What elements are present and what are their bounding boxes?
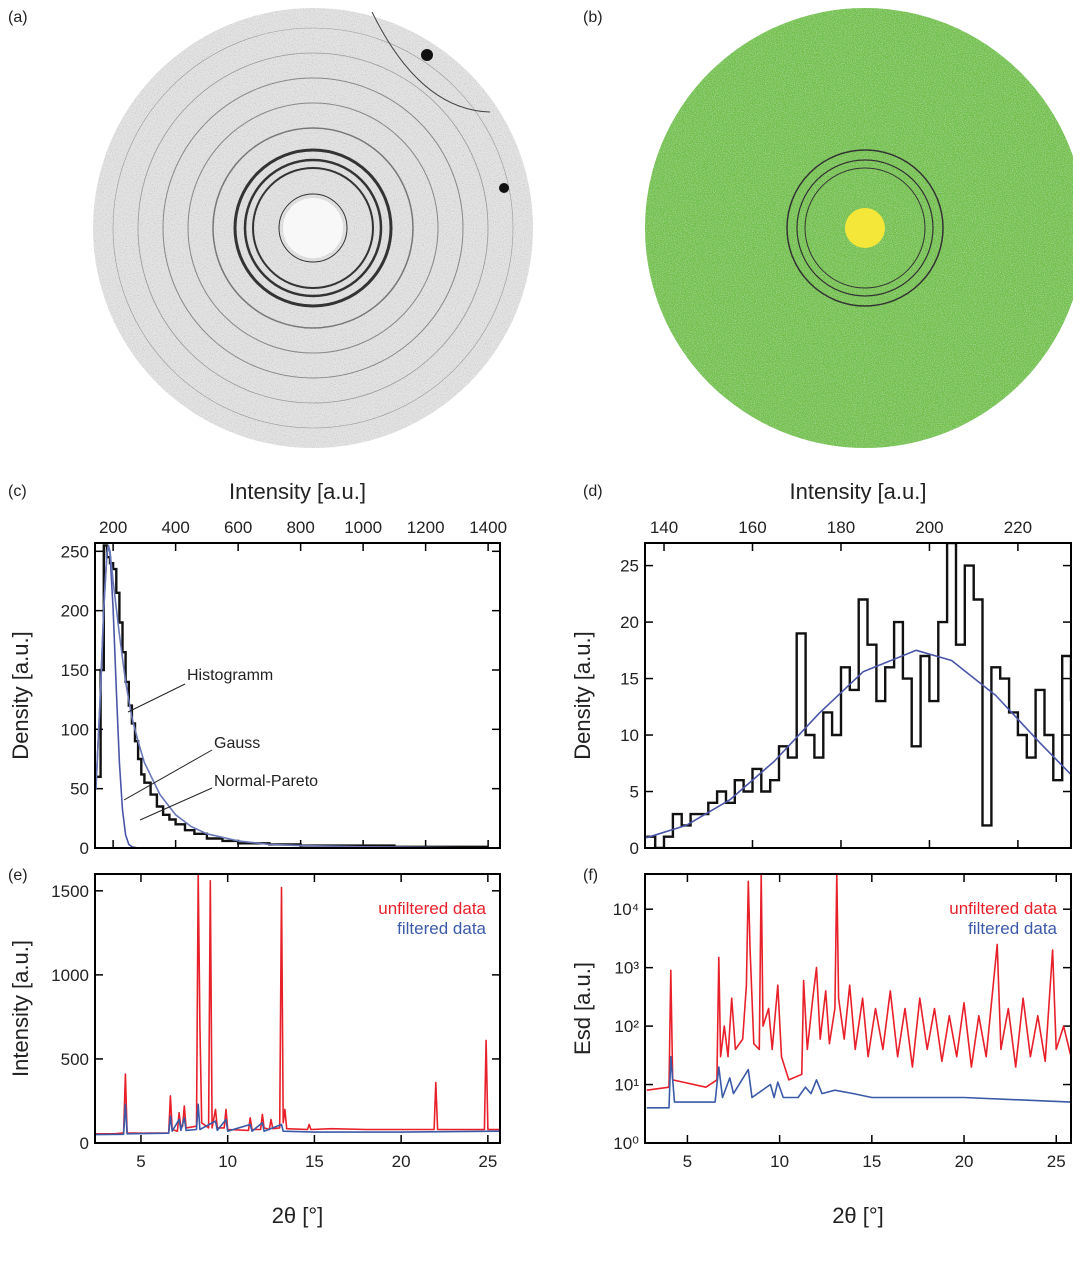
x-tick-label: 220 — [1004, 518, 1032, 537]
legend-label: unfiltered data — [949, 899, 1057, 918]
y-tick-label: 10⁰ — [613, 1134, 639, 1153]
diffraction-image — [93, 8, 533, 448]
y-tick-label: 500 — [61, 1050, 89, 1069]
y-axis-label: Density [a.u.] — [8, 631, 33, 759]
pointer-line — [127, 683, 186, 713]
y-tick-label: 15 — [620, 670, 639, 689]
panel-label: (b) — [583, 9, 603, 26]
plot-frame — [644, 873, 1072, 1144]
panel-label: (a) — [8, 9, 28, 26]
y-tick-label: 25 — [620, 557, 639, 576]
annotation: Histogramm — [187, 667, 273, 684]
x-tick-label: 600 — [224, 518, 252, 537]
x-tick-label: 10 — [770, 1152, 789, 1171]
plot-area — [95, 874, 500, 1136]
y-tick-label: 10³ — [614, 959, 639, 978]
x-tick-label: 200 — [99, 518, 127, 537]
pointer-line — [139, 787, 213, 821]
panel-label: (f) — [583, 867, 598, 884]
x-tick-label: 20 — [955, 1152, 974, 1171]
x-tick-label: 1200 — [407, 518, 445, 537]
y-tick-label: 10¹ — [614, 1076, 639, 1095]
x-tick-label: 10 — [218, 1152, 237, 1171]
x-tick-label: 160 — [738, 518, 766, 537]
y-tick-label: 10 — [620, 726, 639, 745]
legend-label: filtered data — [397, 919, 486, 938]
x-axis-label: Intensity [a.u.] — [229, 479, 366, 504]
panel-label: (c) — [8, 483, 27, 500]
plot-area — [646, 874, 1071, 1109]
x-tick-label: 15 — [305, 1152, 324, 1171]
x-tick-label: 15 — [862, 1152, 881, 1171]
y-tick-label: 5 — [630, 783, 639, 802]
pointer-line — [123, 749, 213, 801]
x-tick-label: 800 — [286, 518, 314, 537]
y-tick-label: 150 — [61, 661, 89, 680]
x-tick-label: 5 — [136, 1152, 145, 1171]
line-series — [646, 649, 1071, 839]
x-tick-label: 400 — [161, 518, 189, 537]
plot-frame — [94, 542, 501, 849]
x-tick-label: 180 — [827, 518, 855, 537]
x-tick-label: 1400 — [469, 518, 507, 537]
line-series — [646, 1055, 1071, 1109]
x-tick-label: 5 — [683, 1152, 692, 1171]
histogram — [646, 543, 1071, 848]
y-tick-label: 100 — [61, 720, 89, 739]
y-axis-label: Intensity [a.u.] — [8, 940, 33, 1077]
x-tick-label: 140 — [650, 518, 678, 537]
y-tick-label: 1000 — [51, 966, 89, 985]
y-tick-label: 20 — [620, 613, 639, 632]
panel-label: (e) — [8, 867, 28, 884]
line-series — [95, 544, 489, 848]
line-series — [95, 1103, 500, 1136]
y-tick-label: 10² — [614, 1017, 639, 1036]
x-tick-label: 200 — [915, 518, 943, 537]
histogram — [95, 544, 489, 848]
y-tick-label: 50 — [70, 780, 89, 799]
legend-label: unfiltered data — [378, 899, 486, 918]
x-tick-label: 25 — [1047, 1152, 1066, 1171]
y-tick-label: 0 — [80, 839, 89, 858]
y-tick-label: 200 — [61, 602, 89, 621]
plot-area — [646, 543, 1071, 848]
x-axis-label: 2θ [°] — [272, 1203, 324, 1228]
line-series — [646, 874, 1071, 1091]
plot-frame — [644, 542, 1072, 849]
y-tick-label: 250 — [61, 542, 89, 561]
x-axis-label: 2θ [°] — [832, 1203, 884, 1228]
plot-frame — [94, 873, 501, 1144]
x-axis-label: Intensity [a.u.] — [790, 479, 927, 504]
plot-area — [95, 544, 489, 848]
y-tick-label: 1500 — [51, 882, 89, 901]
y-tick-label: 0 — [80, 1134, 89, 1153]
panel-label: (d) — [583, 483, 603, 500]
legend-label: filtered data — [968, 919, 1057, 938]
annotation: Gauss — [214, 735, 260, 752]
y-tick-label: 0 — [630, 839, 639, 858]
annotation: Normal-Pareto — [214, 773, 318, 790]
y-axis-label: Density [a.u.] — [570, 631, 595, 759]
line-series — [95, 874, 500, 1135]
x-tick-label: 20 — [392, 1152, 411, 1171]
y-tick-label: 10⁴ — [613, 900, 639, 919]
x-tick-label: 25 — [478, 1152, 497, 1171]
x-tick-label: 1000 — [344, 518, 382, 537]
y-axis-label: Esd [a.u.] — [570, 962, 595, 1055]
filtered-image — [645, 8, 1073, 448]
